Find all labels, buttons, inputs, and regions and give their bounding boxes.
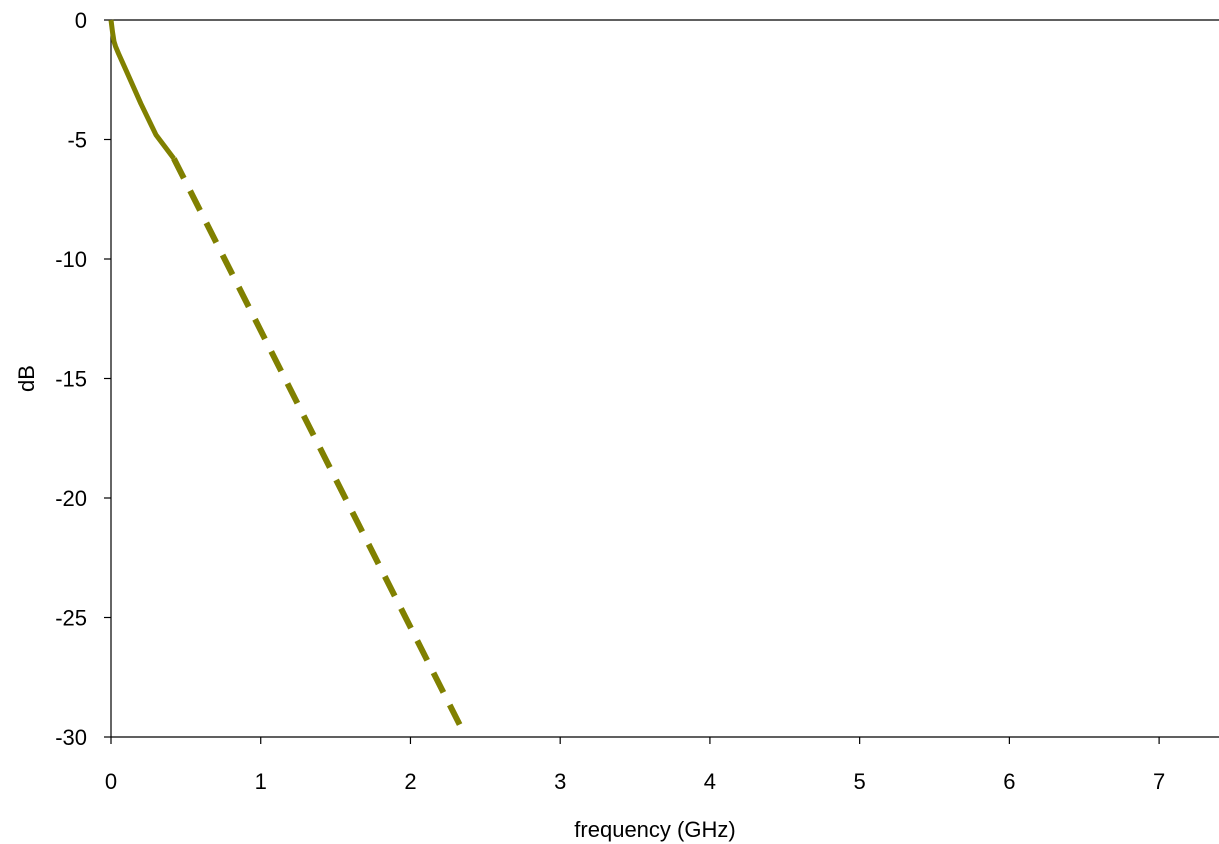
x-tick-label: 5 (854, 769, 866, 794)
y-tick-label: -20 (55, 486, 87, 511)
x-tick-label: 4 (704, 769, 716, 794)
y-tick-label: -30 (55, 725, 87, 750)
x-tick-label: 3 (554, 769, 566, 794)
x-tick-label: 2 (404, 769, 416, 794)
x-tick-label: 6 (1003, 769, 1015, 794)
series-group (108, 19, 469, 739)
x-tick-label: 7 (1153, 769, 1165, 794)
y-axis-title: dB (14, 365, 39, 392)
series-line-dashed (171, 157, 469, 739)
y-tick-label: -25 (55, 606, 87, 631)
x-axis-title: frequency (GHz) (574, 817, 735, 842)
tick-marks (104, 19, 1160, 744)
y-tick-label: 0 (75, 8, 87, 33)
tick-labels: 0 1 2 3 4 5 6 7 0 -5 -10 -15 -20 -25 -30 (55, 8, 1165, 794)
axes (110, 19, 1219, 738)
y-tick-label: -15 (55, 367, 87, 392)
x-tick-label: 1 (255, 769, 267, 794)
series-line-solid (108, 19, 176, 161)
x-tick-label: 0 (105, 769, 117, 794)
y-tick-label: -5 (67, 128, 87, 153)
y-tick-label: -10 (55, 247, 87, 272)
